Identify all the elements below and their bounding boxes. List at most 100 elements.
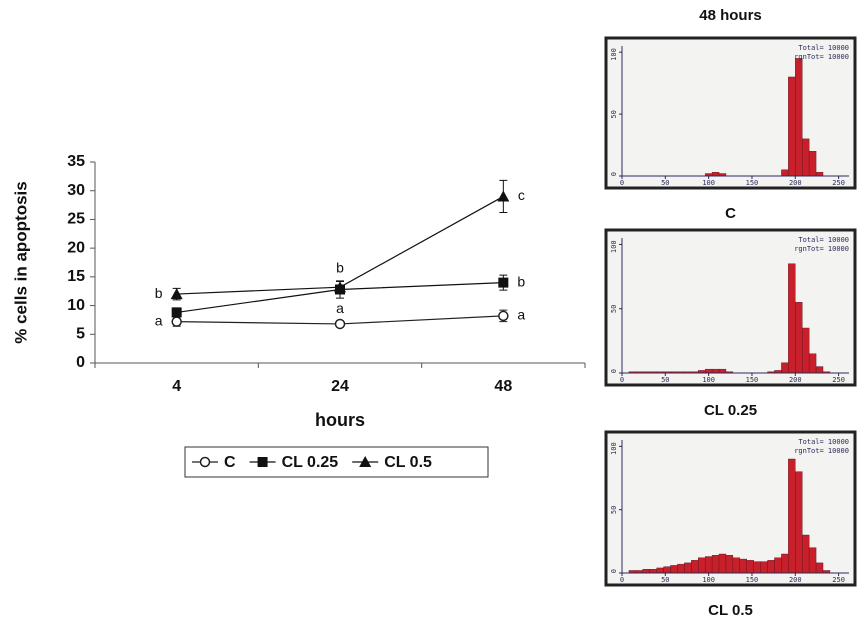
x-tick-label: 50 xyxy=(661,179,669,187)
significance-letter: b xyxy=(336,260,344,276)
x-tick-label: 0 xyxy=(620,376,624,384)
histogram-bar xyxy=(781,363,788,373)
histogram-bar xyxy=(781,554,788,573)
histogram-bar xyxy=(677,564,684,573)
marker xyxy=(498,278,508,288)
annotation: Total= 10000 xyxy=(798,44,849,52)
x-tick-label: 4 xyxy=(172,378,181,395)
x-tick-label: 48 xyxy=(494,378,512,395)
page: {"chart_data": [ {"type": "line", "xlabe… xyxy=(0,0,859,628)
x-tick-label: 100 xyxy=(702,376,715,384)
significance-letter: a xyxy=(517,307,525,323)
y-tick-label: 10 xyxy=(67,297,85,314)
y-tick-label: 50 xyxy=(610,110,618,118)
y-tick-label: 0 xyxy=(610,172,618,176)
legend-label: CL 0.25 xyxy=(282,454,339,471)
marker xyxy=(499,311,508,320)
x-tick-label: 24 xyxy=(331,378,349,395)
x-tick-label: 150 xyxy=(746,179,759,187)
y-tick-label: 30 xyxy=(67,182,85,199)
x-tick-label: 150 xyxy=(746,376,759,384)
histogram-bar xyxy=(726,555,733,573)
histogram-bar xyxy=(740,559,747,573)
y-tick-label: 35 xyxy=(67,153,85,170)
histogram-bar xyxy=(774,558,781,573)
histogram-bar xyxy=(719,554,726,573)
x-tick-label: 250 xyxy=(832,376,845,384)
histogram-bar xyxy=(747,560,754,573)
histogram-bar xyxy=(657,568,664,573)
histogram-bar xyxy=(809,354,816,373)
histogram-bar xyxy=(802,139,809,176)
legend-label: CL 0.5 xyxy=(384,454,432,471)
histogram-bar xyxy=(705,369,712,373)
y-tick-label: 100 xyxy=(610,48,618,61)
panel-title: 48 hours xyxy=(699,7,762,24)
significance-letter: b xyxy=(155,285,163,301)
marker xyxy=(497,190,509,201)
y-tick-label: 50 xyxy=(610,506,618,514)
histogram-bar xyxy=(650,569,657,573)
histogram-bar xyxy=(705,557,712,573)
x-axis-label: hours xyxy=(315,410,365,430)
x-tick-label: 200 xyxy=(789,576,802,584)
y-tick-label: 0 xyxy=(610,369,618,373)
y-tick-label: 15 xyxy=(67,268,85,285)
x-tick-label: 100 xyxy=(702,179,715,187)
histogram-bar xyxy=(809,548,816,573)
y-tick-label: 0 xyxy=(610,569,618,573)
histogram-bar xyxy=(781,170,788,176)
histogram-bar xyxy=(643,569,650,573)
marker xyxy=(172,307,182,317)
y-tick-label: 100 xyxy=(610,442,618,455)
histogram-bar xyxy=(761,562,768,573)
y-tick-label: 20 xyxy=(67,239,85,256)
annotation: rgnTot= 10000 xyxy=(794,245,849,253)
figure: 0510152025303542448hours% cells in apopt… xyxy=(0,0,859,628)
annotation: Total= 10000 xyxy=(798,438,849,446)
marker xyxy=(336,319,345,328)
x-tick-label: 150 xyxy=(746,576,759,584)
histogram-bar xyxy=(816,172,823,176)
legend-label: C xyxy=(224,454,236,471)
histogram-bar xyxy=(788,459,795,573)
histogram-bar xyxy=(733,558,740,573)
annotation: rgnTot= 10000 xyxy=(794,447,849,455)
histogram-bar xyxy=(788,77,795,176)
histogram-bar xyxy=(802,328,809,373)
x-tick-label: 250 xyxy=(832,576,845,584)
x-tick-label: 200 xyxy=(789,376,802,384)
y-axis-label: % cells in apoptosis xyxy=(11,181,30,344)
x-tick-label: 50 xyxy=(661,576,669,584)
histogram-bar xyxy=(684,563,691,573)
significance-letter: b xyxy=(517,273,525,289)
significance-letter: a xyxy=(336,300,344,316)
marker xyxy=(201,458,210,467)
histogram-bar xyxy=(754,562,761,573)
legend: C CL 0.25 CL 0.5 xyxy=(185,447,488,477)
y-tick-label: 0 xyxy=(76,354,85,371)
histogram-bar xyxy=(712,369,719,373)
histogram-bar xyxy=(809,151,816,176)
histogram-bar xyxy=(671,565,678,573)
x-tick-label: 50 xyxy=(661,376,669,384)
significance-letter: a xyxy=(155,312,163,328)
panel-caption: CL 0.5 xyxy=(708,602,753,619)
histogram-bar xyxy=(712,172,719,176)
histogram-bar xyxy=(795,472,802,573)
y-tick-label: 100 xyxy=(610,240,618,253)
series-line xyxy=(177,196,504,294)
x-tick-label: 0 xyxy=(620,576,624,584)
y-tick-label: 50 xyxy=(610,305,618,313)
histogram-bar xyxy=(768,560,775,573)
histogram-bar xyxy=(816,367,823,373)
marker xyxy=(258,457,268,467)
histogram-bar xyxy=(664,567,671,573)
histogram-bar xyxy=(712,555,719,573)
histogram-bar xyxy=(816,563,823,573)
panel-caption: C xyxy=(725,205,736,222)
marker xyxy=(172,317,181,326)
panel-caption: CL 0.25 xyxy=(704,402,757,419)
histogram-bar xyxy=(802,535,809,573)
y-tick-label: 5 xyxy=(76,326,85,343)
